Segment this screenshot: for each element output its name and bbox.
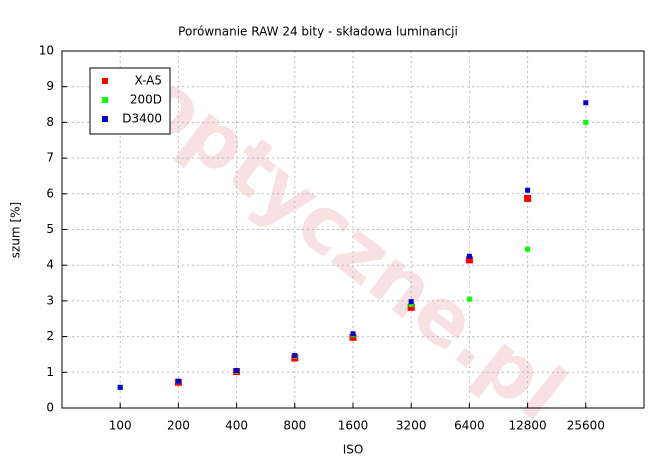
point xyxy=(292,353,298,359)
x-tick-label: 200 xyxy=(167,419,190,433)
y-tick-label: 8 xyxy=(46,115,54,129)
y-tick-label: 4 xyxy=(46,258,54,272)
y-tick-label: 1 xyxy=(46,365,54,379)
point xyxy=(583,119,589,125)
point xyxy=(350,331,356,337)
legend-label: X-A5 xyxy=(134,74,162,88)
y-tick-label: 0 xyxy=(46,401,54,415)
x-tick-label: 100 xyxy=(109,419,132,433)
plot-frame xyxy=(61,50,645,409)
point xyxy=(583,100,589,106)
x-tick-label: 3200 xyxy=(396,419,427,433)
x-tick-label: 1600 xyxy=(338,419,369,433)
legend-marker xyxy=(102,116,108,122)
y-tick-label: 10 xyxy=(39,44,54,58)
x-axis-label: ISO xyxy=(343,443,364,457)
y-tick-label: 6 xyxy=(46,186,54,200)
x-tick-label: 6400 xyxy=(454,419,485,433)
chart-title: Porównanie RAW 24 bity - składowa lumina… xyxy=(178,25,458,39)
point xyxy=(466,296,472,302)
point xyxy=(408,299,414,305)
point xyxy=(465,256,473,264)
x-tick-label: 12800 xyxy=(509,419,547,433)
point xyxy=(466,253,472,259)
legend-marker xyxy=(102,97,108,103)
point xyxy=(524,194,532,202)
legend-label: 200D xyxy=(130,93,162,107)
y-tick-label: 3 xyxy=(46,293,54,307)
x-tick-label: 25600 xyxy=(567,419,605,433)
point xyxy=(408,301,414,307)
y-tick-label: 2 xyxy=(46,329,54,343)
point xyxy=(234,368,240,374)
point xyxy=(525,246,531,252)
legend-label: D3400 xyxy=(122,112,162,126)
y-tick-label: 5 xyxy=(46,222,54,236)
x-tick-label: 800 xyxy=(283,419,306,433)
y-tick-label: 7 xyxy=(46,151,54,165)
y-tick-label: 9 xyxy=(46,79,54,93)
y-axis-label: szum [%] xyxy=(9,202,23,258)
point xyxy=(175,378,181,384)
legend-marker xyxy=(102,78,108,84)
point xyxy=(525,187,531,193)
point xyxy=(407,303,415,311)
point xyxy=(117,384,123,390)
x-tick-label: 400 xyxy=(225,419,248,433)
